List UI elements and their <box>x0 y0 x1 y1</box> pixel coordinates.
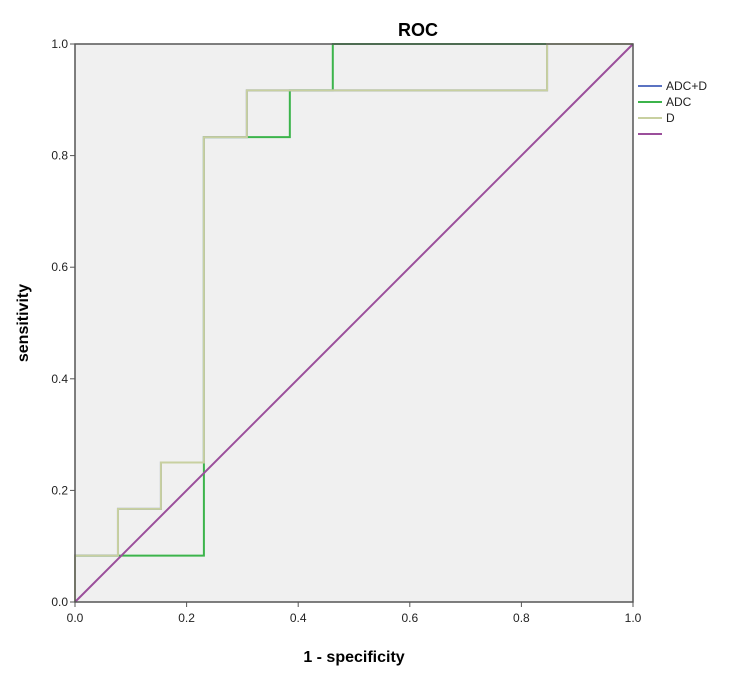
y-tick-label: 0.6 <box>51 260 68 274</box>
chart-title: ROC <box>398 20 438 40</box>
y-tick-label: 0.4 <box>51 372 68 386</box>
y-tick-label: 1.0 <box>51 37 68 51</box>
legend: ADC+D ADC D <box>638 79 707 135</box>
y-tick-label: 0.2 <box>51 483 68 497</box>
y-tick-label: 0.0 <box>51 595 68 609</box>
x-tick-label: 0.0 <box>67 611 84 625</box>
plot-frame <box>74 43 634 603</box>
x-tick-label: 0.8 <box>513 611 530 625</box>
series-line-reference <box>74 43 634 603</box>
legend-label: ADC <box>666 95 692 109</box>
x-tick-label: 0.6 <box>401 611 418 625</box>
legend-label: D <box>666 111 675 125</box>
y-tick-label: 0.8 <box>51 149 68 163</box>
x-axis-title: 1 - specificity <box>303 649 404 666</box>
axes-layer: 0.0 0.2 0.4 0.6 0.8 1.0 0.0 0.2 0.4 0.6 0.8 1.0 <box>51 37 641 625</box>
series-layer <box>74 43 634 603</box>
x-tick-label: 1.0 <box>625 611 642 625</box>
legend-label: ADC+D <box>666 79 707 93</box>
x-tick-label: 0.2 <box>178 611 195 625</box>
y-axis-title: sensitivity <box>15 284 32 362</box>
series-line-d <box>74 43 633 602</box>
x-tick-label: 0.4 <box>290 611 307 625</box>
